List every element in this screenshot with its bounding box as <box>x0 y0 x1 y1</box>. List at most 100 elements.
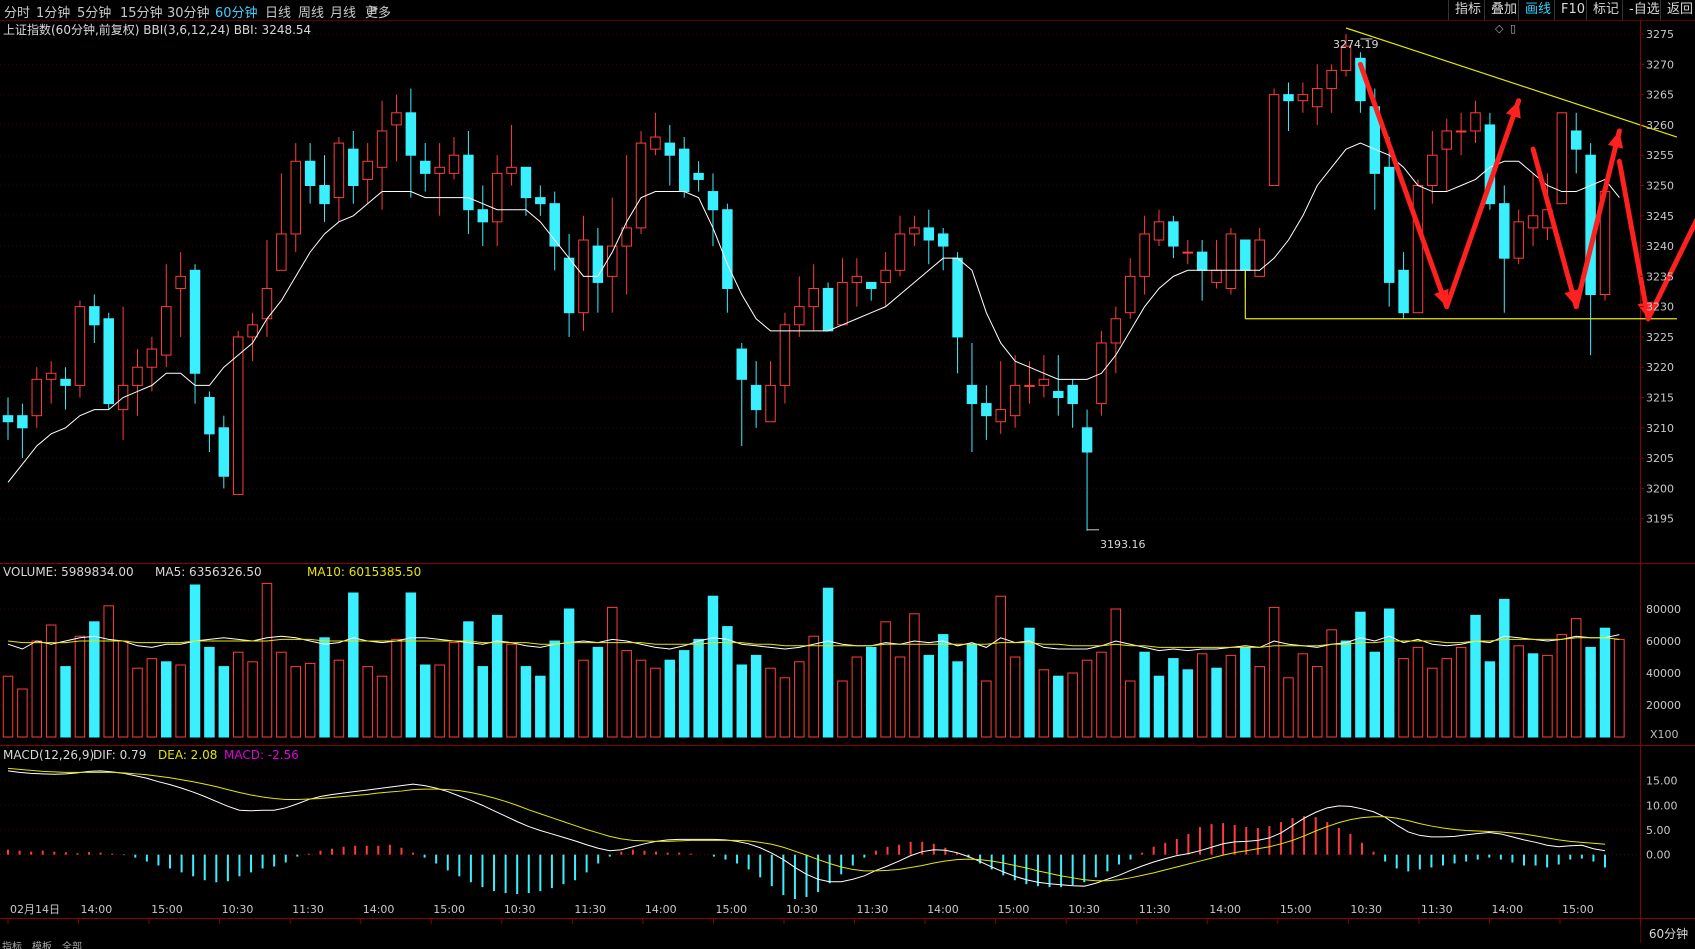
volume-bar <box>693 638 704 738</box>
time-tick-label: 15:00 <box>433 903 465 916</box>
candle-body <box>419 160 431 174</box>
candle-body <box>520 166 532 199</box>
period-tab-4[interactable]: 30分钟 <box>167 6 210 21</box>
volume-tick-label: 80000 <box>1646 603 1681 616</box>
volume-bar <box>1009 656 1021 738</box>
time-tick-label: 15:00 <box>1562 903 1594 916</box>
time-tick-label: 10:30 <box>1350 903 1382 916</box>
volume-bar <box>117 640 129 738</box>
candle-body <box>722 209 733 289</box>
period-tab-2[interactable]: 5分钟 <box>77 6 112 21</box>
volume-bar <box>1240 646 1251 738</box>
time-tick-label: 10:30 <box>786 903 818 916</box>
volume-bar <box>923 654 935 738</box>
candle-body <box>1196 251 1208 271</box>
candle-body <box>1254 239 1265 277</box>
volume-bar <box>1427 667 1438 738</box>
volume-bar <box>1355 611 1366 738</box>
candle-body <box>348 148 359 186</box>
candle-body <box>635 142 647 229</box>
volume-bar <box>1556 634 1568 738</box>
tool-button-6[interactable]: 返回 <box>1660 0 1695 20</box>
candle-body <box>448 154 460 174</box>
candle-body <box>664 142 676 156</box>
volume-bar <box>276 651 287 738</box>
volume-bar <box>1211 667 1222 738</box>
period-tab-5[interactable]: 60分钟 <box>215 6 258 21</box>
volume-bar <box>549 640 560 738</box>
candle-body <box>1470 112 1481 132</box>
panel-toggle-icon[interactable]: ▯ <box>1510 22 1517 35</box>
volume-bar <box>1441 658 1452 738</box>
candle-body <box>1124 275 1136 314</box>
candlestick-series <box>2 34 1611 531</box>
tool-button-3[interactable]: F10 <box>1554 0 1591 20</box>
time-tick-label: 11:30 <box>1139 903 1171 916</box>
time-tick-label: 14:00 <box>927 903 959 916</box>
candle-body <box>1182 251 1194 254</box>
period-tab-9[interactable]: 更多 <box>365 6 392 21</box>
arrow-shaft-0 <box>1357 61 1450 310</box>
bottom-tabs: 指标 模板 全部 <box>0 938 1695 949</box>
price-tick-label: 3225 <box>1646 331 1674 344</box>
candle-body <box>405 112 417 156</box>
candle-body <box>1441 130 1452 150</box>
candle-body <box>1067 384 1078 405</box>
low-price-label: 3193.16 <box>1100 538 1146 551</box>
volume-bar <box>2 675 14 738</box>
volume-bar <box>1455 646 1467 738</box>
volume-bar <box>1484 661 1496 738</box>
kline-chart[interactable]: 3195 3200 3205 3210 3215 3220 3225 3230 3235 3240… <box>0 20 1695 925</box>
volume-bar <box>175 664 186 738</box>
candle-body <box>794 306 805 326</box>
arrow-shaft-2 <box>1530 146 1579 310</box>
period-tab-3[interactable]: 15分钟 <box>120 6 163 21</box>
volume-bar <box>1614 638 1625 738</box>
volume-bar <box>1110 608 1122 738</box>
volume-bar <box>909 613 920 738</box>
volume-bar <box>1153 675 1165 738</box>
diamond-icon[interactable]: ◇ <box>1495 22 1504 35</box>
price-axis: 3195 3200 3205 3210 3215 3220 3225 3230 3235 3240… <box>7 28 1681 924</box>
volume-tick-label: 20000 <box>1646 699 1681 712</box>
volume-bar <box>535 675 546 738</box>
candle-body <box>232 336 244 495</box>
volume-bar <box>765 667 776 738</box>
volume-bar <box>1513 645 1524 738</box>
period-tab-6[interactable]: 日线 <box>265 6 292 21</box>
volume-tick-label: 40000 <box>1646 667 1681 680</box>
tool-button-4[interactable]: 标记 <box>1586 0 1625 20</box>
volume-bar <box>664 659 676 738</box>
volume-bar <box>1168 658 1179 738</box>
candle-body <box>290 160 301 235</box>
arrow-head-3 <box>1607 130 1624 149</box>
bottom-tab-2[interactable]: 全部 <box>62 942 82 949</box>
time-tick-label: 15:00 <box>1280 903 1312 916</box>
candle-body <box>2 415 14 423</box>
volume-bar <box>837 680 848 738</box>
volume-bar <box>707 595 719 738</box>
more-chevron-icon[interactable]: > <box>368 2 379 17</box>
volume-ma10-label: MA10: 6015385.50 <box>307 565 421 579</box>
volume-bar <box>1081 659 1093 738</box>
tool-button-2[interactable]: 画线 <box>1518 0 1557 20</box>
period-tab-1[interactable]: 1分钟 <box>36 6 71 21</box>
candle-body <box>779 324 791 386</box>
candle-body <box>909 227 920 235</box>
tool-button-1[interactable]: 叠加 <box>1484 0 1523 20</box>
bottom-tab-0[interactable]: 指标 <box>2 942 22 949</box>
tool-button-0[interactable]: 指标 <box>1448 0 1487 20</box>
period-tab-7[interactable]: 周线 <box>298 6 325 21</box>
time-tick-label: 15:00 <box>998 903 1030 916</box>
price-tick-label: 3215 <box>1646 392 1674 405</box>
tool-button-5[interactable]: -自选 <box>1622 0 1666 20</box>
chart-labels: 上证指数(60分钟,前复权) BBI(3,6,12,24) BBI: 3248.… <box>3 22 1679 762</box>
period-tab-8[interactable]: 月线 <box>330 6 357 21</box>
candle-body <box>189 269 201 374</box>
bottom-tab-1[interactable]: 模板 <box>32 942 52 949</box>
candle-body <box>563 257 575 314</box>
volume-bar <box>1340 640 1352 738</box>
period-tab-0[interactable]: 分时 <box>4 6 31 21</box>
candle-body <box>1110 318 1122 344</box>
volume-bar <box>74 635 86 738</box>
